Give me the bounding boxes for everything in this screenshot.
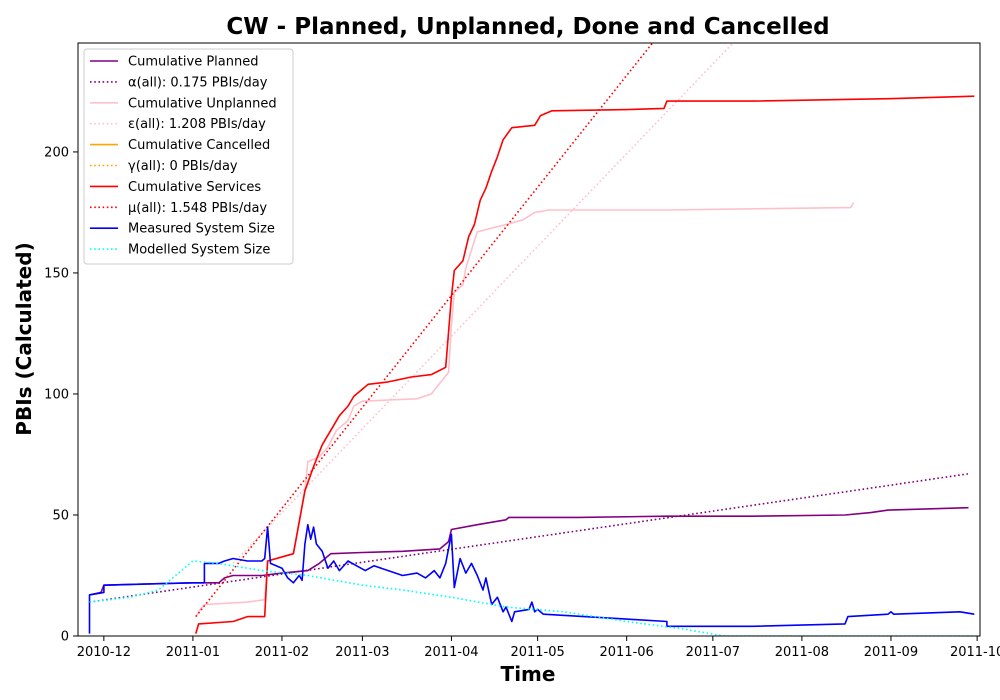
x-tick-label: 2011-02 [255, 645, 309, 660]
series-layer [88, 43, 975, 636]
x-axis-label: Time [501, 662, 556, 686]
y-tick-label: 0 [61, 630, 69, 645]
legend-box [83, 48, 294, 265]
series-line-7 [195, 95, 975, 634]
y-tick-label: 150 [44, 266, 69, 281]
x-tick-label: 2011-05 [510, 645, 564, 660]
legend-label: α(all): 0.175 PBIs/day [128, 75, 268, 90]
x-tick-label: 2011-01 [166, 645, 220, 660]
x-tick-label: 2011-07 [686, 645, 740, 660]
y-axis: 0 50 100 150 200 [44, 145, 78, 645]
legend-label: Cumulative Cancelled [128, 138, 270, 153]
legend-label: μ(all): 1.548 PBIs/day [128, 201, 267, 216]
y-axis-label: PBIs (Calculated) [12, 242, 36, 435]
legend-label: Measured System Size [128, 222, 275, 237]
y-tick-label: 200 [44, 145, 69, 160]
series-line-3 [195, 202, 855, 618]
legend-label: Cumulative Planned [128, 55, 258, 70]
x-tick-label: 2011-04 [424, 645, 478, 660]
x-tick-label: 2010-12 [77, 645, 131, 660]
x-tick-label: 2011-06 [600, 645, 654, 660]
series-line-8 [195, 43, 654, 618]
x-axis: 2010-12 2011-01 2011-02 2011-03 2011-04 2011-… [77, 636, 1000, 660]
series-line-4 [232, 43, 734, 564]
y-tick-label: 50 [52, 508, 69, 523]
x-tick-label: 2011-03 [335, 645, 389, 660]
series-line-9 [88, 523, 975, 634]
legend-label: Modelled System Size [128, 243, 270, 258]
legend-label: Cumulative Services [128, 180, 261, 195]
y-tick-label: 100 [44, 387, 69, 402]
series-line-2 [89, 473, 969, 603]
series-line-10 [89, 560, 975, 636]
legend-label: Cumulative Unplanned [128, 96, 277, 111]
x-tick-label: 2011-08 [775, 645, 829, 660]
legend-label: ε(all): 1.208 PBIs/day [128, 117, 266, 132]
legend-label: γ(all): 0 PBIs/day [128, 159, 238, 174]
legend: Cumulative Planned α(all): 0.175 PBIs/day… [83, 48, 294, 265]
x-tick-label: 2011-09 [864, 645, 918, 660]
series-line-1 [89, 506, 969, 596]
x-tick-label: 2011-10 [950, 645, 1000, 660]
chart-title: CW - Planned, Unplanned, Done and Cancel… [226, 14, 829, 40]
plot-frame [77, 42, 981, 637]
